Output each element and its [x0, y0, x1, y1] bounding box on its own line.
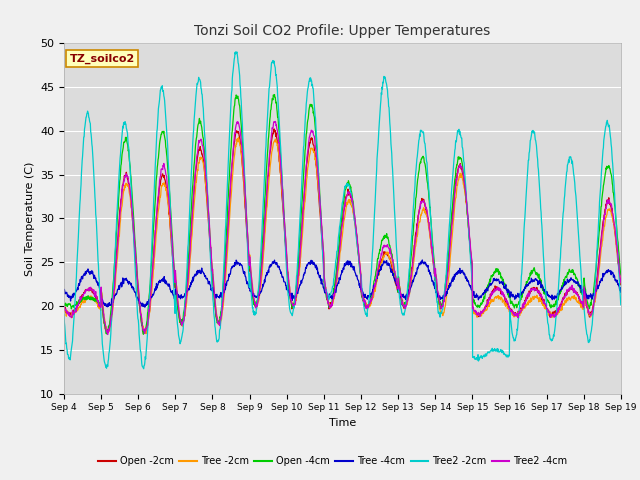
Y-axis label: Soil Temperature (C): Soil Temperature (C) [24, 161, 35, 276]
Legend: Open -2cm, Tree -2cm, Open -4cm, Tree -4cm, Tree2 -2cm, Tree2 -4cm: Open -2cm, Tree -2cm, Open -4cm, Tree -4… [94, 453, 572, 470]
Title: Tonzi Soil CO2 Profile: Upper Temperatures: Tonzi Soil CO2 Profile: Upper Temperatur… [195, 24, 490, 38]
Text: TZ_soilco2: TZ_soilco2 [70, 54, 135, 64]
X-axis label: Time: Time [329, 418, 356, 428]
